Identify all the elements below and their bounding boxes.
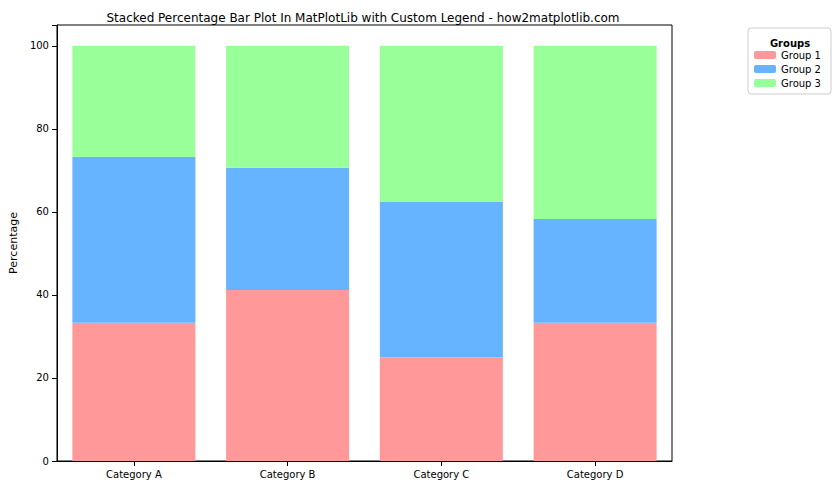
svg-text:Category A: Category A bbox=[106, 469, 162, 480]
svg-text:Stacked Percentage Bar Plot In: Stacked Percentage Bar Plot In MatPlotLi… bbox=[106, 11, 619, 25]
svg-text:Category C: Category C bbox=[413, 469, 469, 480]
svg-text:Group 1: Group 1 bbox=[781, 50, 821, 61]
svg-text:Category D: Category D bbox=[567, 469, 624, 480]
svg-text:0: 0 bbox=[43, 456, 49, 467]
svg-text:20: 20 bbox=[36, 372, 49, 383]
svg-text:100: 100 bbox=[30, 40, 49, 51]
svg-text:Group 2: Group 2 bbox=[781, 64, 821, 75]
svg-text:60: 60 bbox=[36, 206, 49, 217]
svg-text:40: 40 bbox=[36, 289, 49, 300]
svg-text:80: 80 bbox=[36, 123, 49, 134]
svg-text:Groups: Groups bbox=[770, 38, 810, 49]
svg-text:Category B: Category B bbox=[260, 469, 316, 480]
svg-text:Percentage: Percentage bbox=[7, 212, 20, 274]
svg-text:Group 3: Group 3 bbox=[781, 78, 821, 89]
